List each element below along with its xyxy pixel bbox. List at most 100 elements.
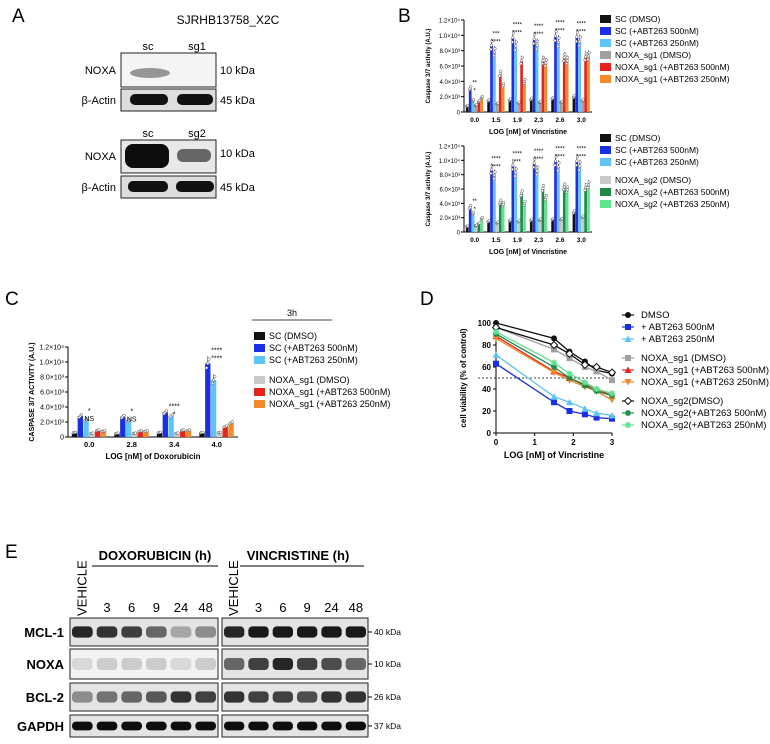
blot-band xyxy=(248,658,269,670)
x-axis-label: LOG [nM] of Doxorubicin xyxy=(105,452,200,461)
bar xyxy=(529,219,533,232)
y-tick-label: 100 xyxy=(478,319,492,328)
data-point xyxy=(511,36,515,40)
x-tick-label: 2 xyxy=(571,438,576,447)
y-tick-label: 8.0×10³ xyxy=(439,173,460,179)
bar xyxy=(572,96,576,112)
data-point xyxy=(519,62,523,66)
blot2-noxa-kda: 10 kDa xyxy=(220,148,256,160)
legend-label: DMSO xyxy=(641,310,670,321)
bar xyxy=(168,416,174,437)
x-tick-label: 1 xyxy=(532,438,537,447)
lane-label: 48 xyxy=(198,600,212,615)
data-point xyxy=(535,169,539,173)
blot-band xyxy=(224,658,245,670)
data-point xyxy=(543,64,547,68)
data-point xyxy=(207,357,211,361)
legend-label: SC (DMSO) xyxy=(269,331,317,341)
bar xyxy=(557,42,560,112)
blot-band xyxy=(195,691,216,703)
panel-label-a: A xyxy=(12,6,25,27)
x-tick-label: 1.9 xyxy=(513,117,522,124)
lane-label: 6 xyxy=(128,600,135,615)
marker xyxy=(609,415,615,422)
bar xyxy=(501,204,505,232)
legend-label: NOXA_sg1 (+ABT263 250nM) xyxy=(615,74,730,84)
y-tick-label: 60 xyxy=(482,363,491,372)
bar xyxy=(143,431,149,437)
bar xyxy=(162,412,168,437)
bar xyxy=(551,98,554,112)
blot2-noxa-band-sg2 xyxy=(177,149,211,162)
blot1-noxa-kda: 10 kDa xyxy=(220,65,256,77)
data-point xyxy=(533,33,537,37)
legend-label: NOXA_sg2(DMSO) xyxy=(641,396,723,407)
data-point xyxy=(480,95,484,99)
bar xyxy=(575,161,579,232)
marker xyxy=(551,364,557,370)
bar xyxy=(120,416,126,437)
bar xyxy=(465,226,469,232)
blot-band xyxy=(297,626,318,638)
data-point xyxy=(517,100,521,104)
data-point xyxy=(566,185,570,189)
data-point xyxy=(79,413,84,417)
chart-d: 0 20 40 60 80 100 0 1 2 3 LOG [nM] of Vincristine c… xyxy=(459,310,769,460)
series-line xyxy=(495,333,613,397)
bar xyxy=(587,56,590,112)
blot-band xyxy=(248,691,269,703)
lane-label: 48 xyxy=(349,600,363,615)
bar xyxy=(514,46,518,112)
blot-band xyxy=(272,626,293,638)
data-point xyxy=(530,96,534,100)
data-point xyxy=(563,52,567,56)
bar xyxy=(174,433,180,437)
legend-label: NOXA_sg2(+ABT263 500nM) xyxy=(641,408,766,419)
data-point xyxy=(577,168,581,172)
data-point xyxy=(466,224,470,228)
bar xyxy=(199,432,205,437)
y-tick-label: 1.0×10⁴ xyxy=(39,360,64,367)
data-point xyxy=(572,94,577,98)
bar xyxy=(222,426,228,437)
lane-label: VEHICLE xyxy=(226,560,241,616)
data-point xyxy=(201,430,205,434)
data-point xyxy=(493,170,497,174)
blot2-actin-band-sc xyxy=(128,181,168,192)
bar xyxy=(487,100,490,112)
significance-label: ** xyxy=(472,199,477,205)
blot-band xyxy=(195,721,216,731)
data-point xyxy=(487,98,491,102)
significance-label: **** xyxy=(577,146,587,152)
bar xyxy=(501,85,505,112)
legend-label: SC (DMSO) xyxy=(615,133,661,143)
blot-band xyxy=(195,626,216,638)
data-point xyxy=(139,429,143,433)
bar xyxy=(89,433,95,437)
marker xyxy=(550,393,558,400)
data-point xyxy=(581,98,585,102)
marker xyxy=(625,422,631,428)
blot-membrane xyxy=(221,617,369,647)
data-point xyxy=(587,51,591,55)
data-point xyxy=(510,40,514,44)
data-point xyxy=(575,159,579,163)
blot-band xyxy=(224,721,245,731)
data-point xyxy=(541,56,546,60)
data-point xyxy=(540,189,544,193)
x-tick-label: 2.6 xyxy=(555,117,564,124)
data-point xyxy=(472,98,476,102)
legend-swatch xyxy=(600,27,611,35)
significance-label: **** xyxy=(211,355,222,362)
legend-swatch xyxy=(600,75,611,83)
data-point xyxy=(553,159,558,163)
significance-label: **** xyxy=(534,24,544,30)
marker xyxy=(566,408,573,414)
blot-band xyxy=(96,721,118,731)
data-point xyxy=(182,428,186,432)
group-label-doxorubicin: DOXORUBICIN (h) xyxy=(99,548,212,563)
bar xyxy=(535,171,539,232)
blot-band xyxy=(345,626,366,638)
legend-swatch xyxy=(600,200,611,208)
y-tick-label: 1.0×10⁴ xyxy=(439,33,461,40)
